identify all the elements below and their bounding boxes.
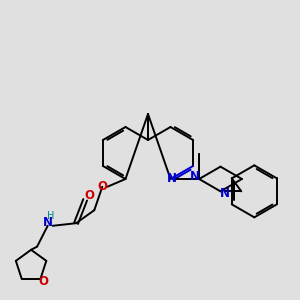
Text: O: O (97, 180, 107, 193)
Text: N: N (190, 170, 200, 184)
Text: O: O (38, 275, 49, 288)
Text: O: O (84, 189, 94, 202)
Text: N: N (167, 172, 176, 185)
Text: H: H (47, 211, 54, 221)
Text: N: N (220, 187, 230, 200)
Text: N: N (43, 216, 53, 229)
